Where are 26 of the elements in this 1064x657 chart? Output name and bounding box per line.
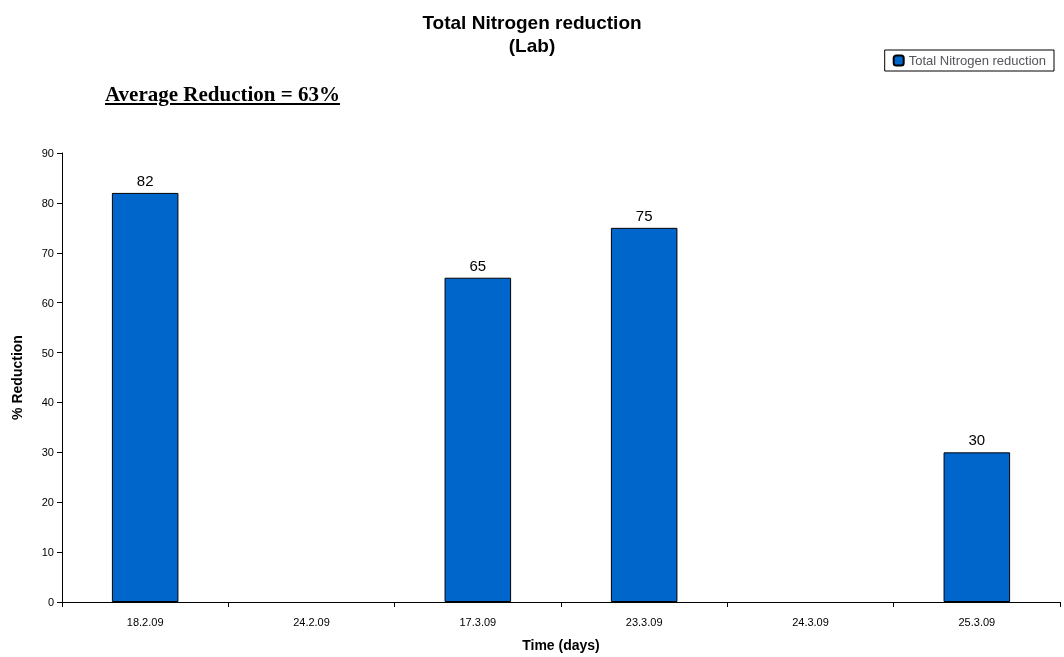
y-axis-title: % Reduction	[9, 335, 25, 420]
x-tick-label: 23.3.09	[625, 615, 663, 628]
x-tick-label: 18.2.09	[126, 615, 164, 628]
data-label: 82	[136, 171, 154, 189]
x-axis-title: Time (days)	[522, 637, 600, 653]
y-tick-label: 0	[47, 596, 54, 608]
y-tick-label: 50	[41, 346, 54, 359]
legend-label: Total Nitrogen reduction	[908, 53, 1047, 68]
y-tick-label: 40	[41, 396, 54, 409]
chart-subtitle: (Lab)	[508, 35, 556, 56]
y-tick-label: 90	[41, 147, 54, 159]
y-tick-label: 70	[41, 246, 54, 259]
data-label: 75	[635, 206, 653, 224]
y-tick-label: 60	[41, 296, 54, 309]
y-tick-label: 10	[41, 546, 54, 559]
y-tick-label: 20	[41, 496, 54, 509]
x-tick-label: 17.3.09	[459, 615, 497, 628]
x-tick-label: 25.3.09	[958, 615, 996, 628]
x-tick-label: 24.3.09	[792, 615, 829, 628]
y-tick-label: 30	[41, 446, 54, 459]
y-tick-label: 80	[41, 196, 54, 209]
chart-title: Total Nitrogen reduction	[422, 12, 642, 33]
text: Average Reduction = 63%	[105, 82, 340, 107]
x-tick-label: 24.2.09	[293, 615, 330, 628]
data-label: 65	[469, 256, 487, 274]
data-label: 30	[968, 431, 986, 449]
